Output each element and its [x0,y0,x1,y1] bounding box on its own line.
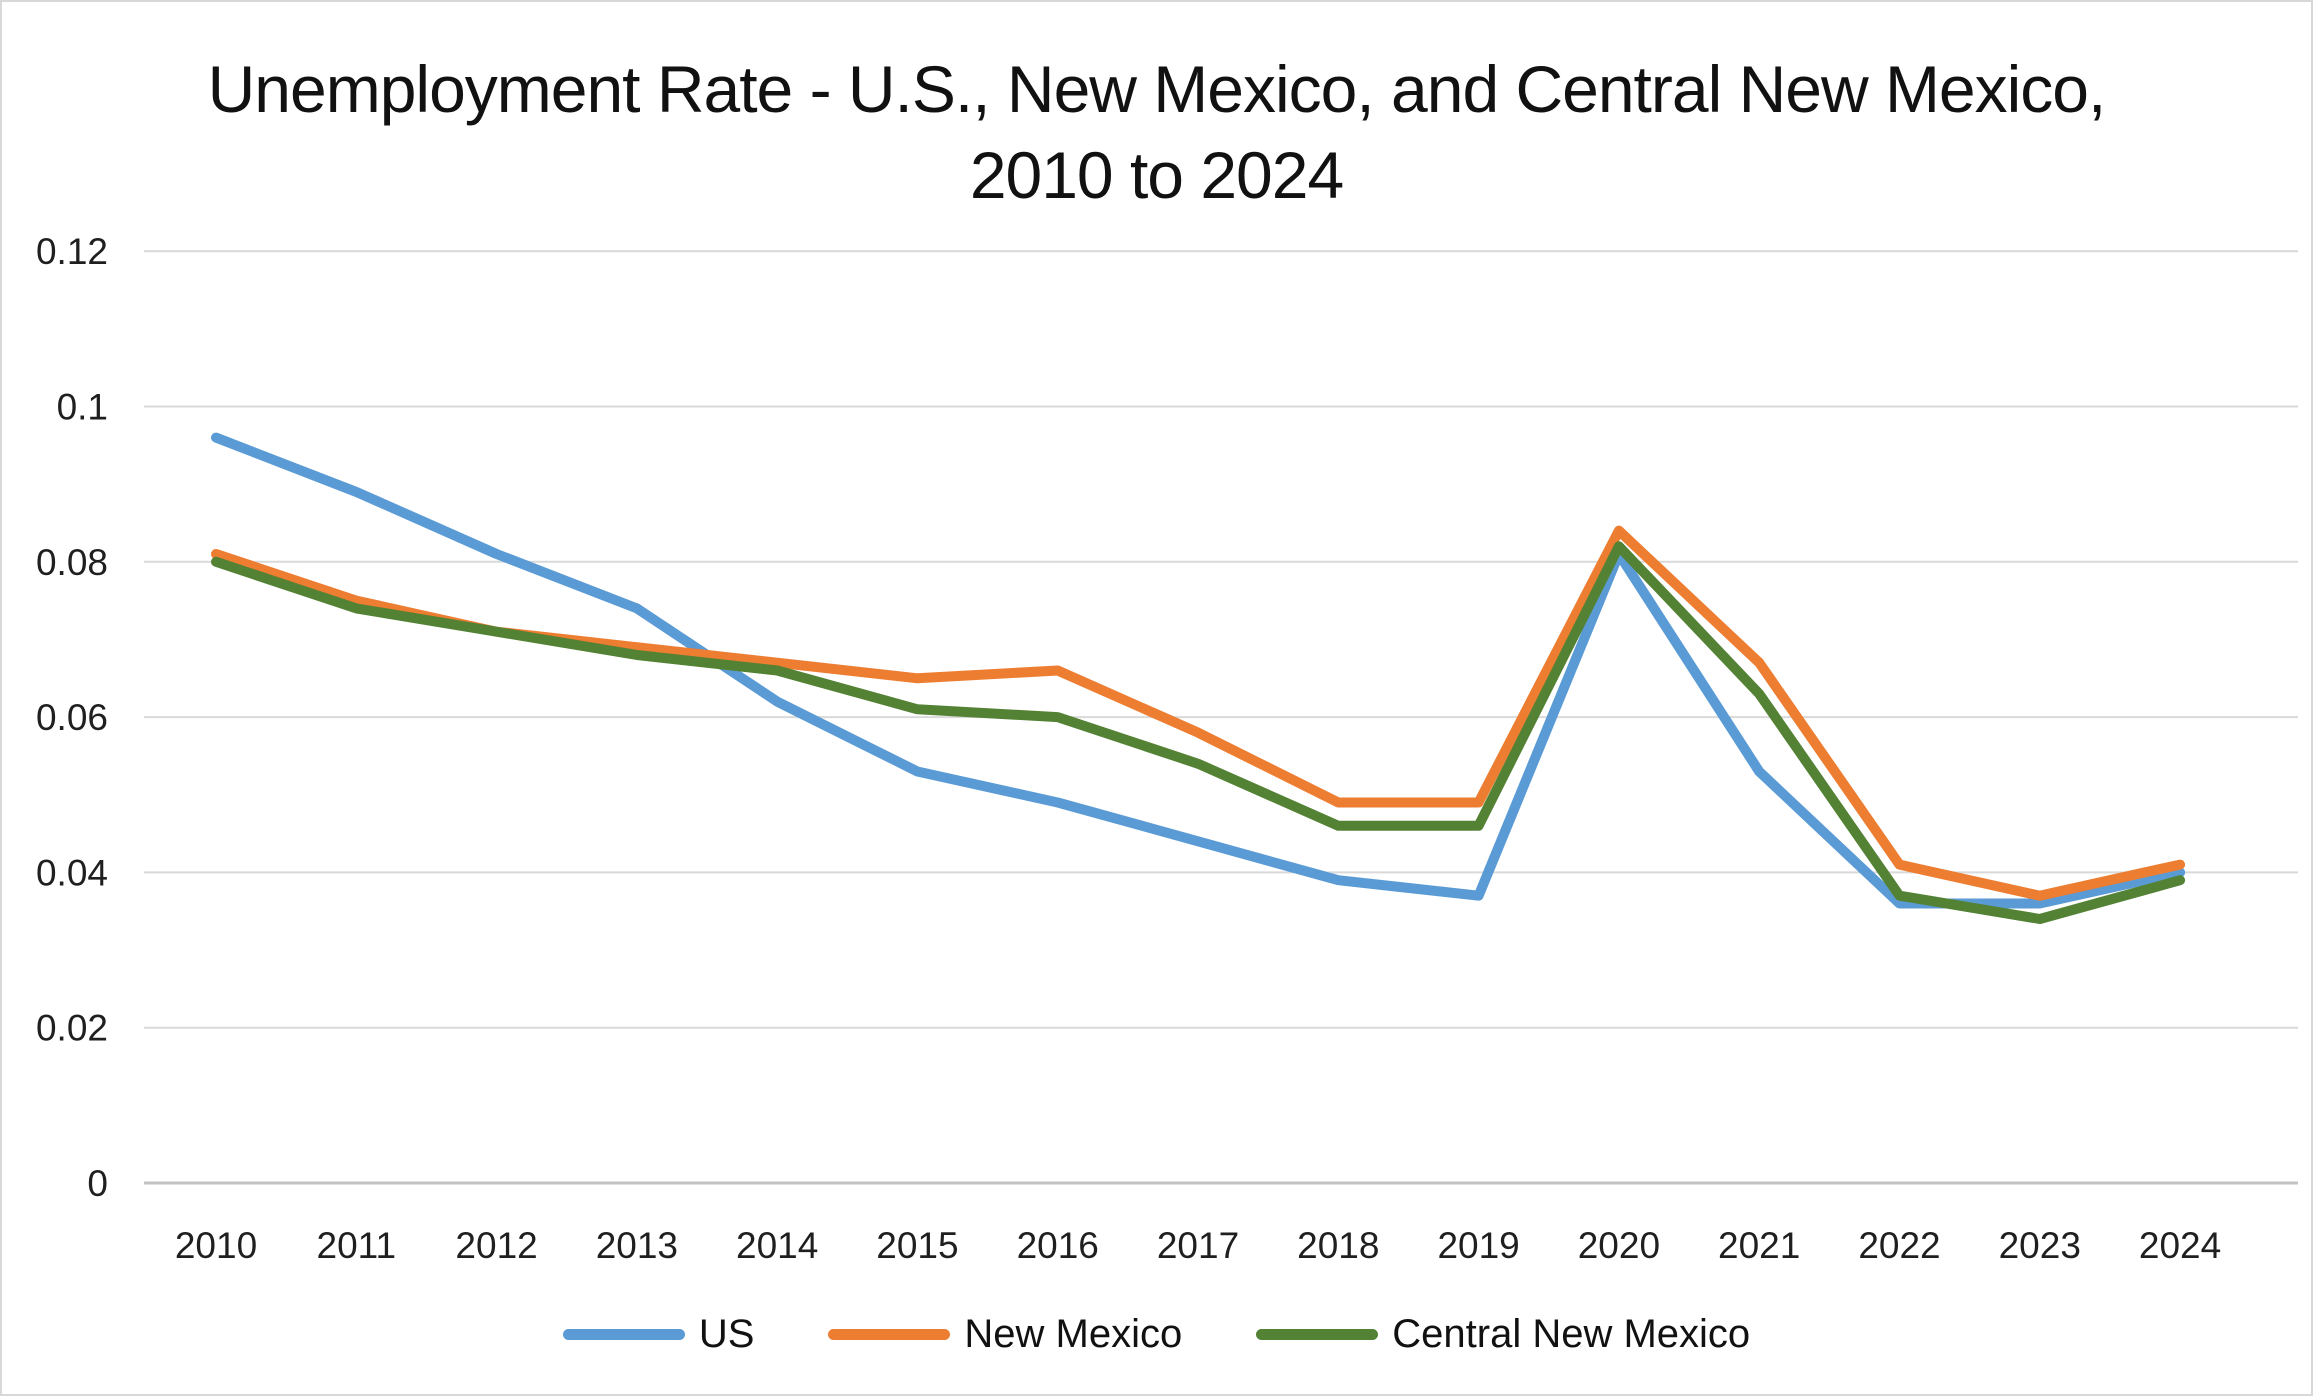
legend-label-new-mexico: New Mexico [964,1312,1183,1356]
y-tick-label-0.08: 0.08 [36,542,108,583]
y-tick-label-0.04: 0.04 [36,852,108,893]
chart-legend: US New Mexico Central New Mexico [2,1310,2311,1358]
x-tick-label-2017: 2017 [1157,1225,1239,1266]
x-tick-label-2019: 2019 [1437,1225,1519,1266]
legend-label-us: US [698,1312,755,1356]
series-line-central-new-mexico [211,541,2186,924]
y-tick-label-0.02: 0.02 [36,1008,108,1049]
x-tick-label-2023: 2023 [1999,1225,2081,1266]
x-tick-label-2015: 2015 [876,1225,958,1266]
x-tick-label-2012: 2012 [455,1225,537,1266]
x-tick-label-2014: 2014 [736,1225,818,1266]
x-tick-label-2010: 2010 [175,1225,257,1266]
x-tick-label-2011: 2011 [317,1225,397,1266]
x-tick-label-2013: 2013 [596,1225,678,1266]
legend-item-new-mexico: New Mexico [828,1310,1182,1358]
y-tick-label-0: 0 [87,1163,108,1204]
x-tick-label-2024: 2024 [2139,1225,2221,1266]
chart-title-line2: 2010 to 2024 [969,138,1344,212]
series-line-us [211,432,2186,909]
x-tick-label-2020: 2020 [1578,1225,1660,1266]
chart-title-line1: Unemployment Rate - U.S., New Mexico, an… [207,52,2107,126]
chart-title: Unemployment Rate - U.S., New Mexico, an… [2,46,2311,218]
y-tick-label-0.06: 0.06 [36,697,108,738]
legend-item-central-new-mexico: Central New Mexico [1256,1310,1750,1358]
legend-item-us: US [562,1310,755,1358]
legend-swatch-central-new-mexico [1256,1328,1379,1340]
legend-swatch-new-mexico [828,1328,951,1340]
x-tick-label-2021: 2021 [1718,1225,1800,1266]
y-tick-label-0.12: 0.12 [36,231,108,272]
legend-swatch-us [562,1328,685,1340]
x-tick-label-2016: 2016 [1017,1225,1099,1266]
x-tick-label-2022: 2022 [1858,1225,1940,1266]
y-tick-label-0.1: 0.1 [57,387,108,428]
x-tick-label-2018: 2018 [1297,1225,1379,1266]
legend-label-central-new-mexico: Central New Mexico [1392,1312,1751,1356]
